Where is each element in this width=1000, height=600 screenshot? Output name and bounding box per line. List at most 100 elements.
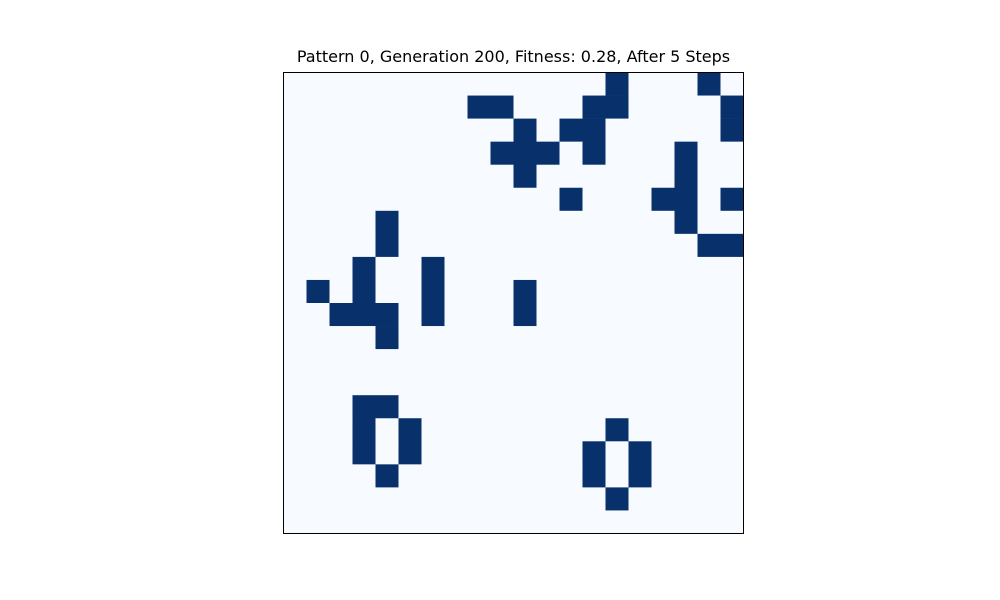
dead-cell: [352, 349, 376, 373]
dead-cell: [306, 510, 330, 534]
dead-cell: [490, 303, 514, 327]
dead-cell: [329, 464, 353, 488]
dead-cell: [513, 441, 537, 465]
dead-cell: [329, 233, 353, 258]
dead-cell: [283, 72, 307, 96]
dead-cell: [651, 510, 675, 534]
alive-cell: [720, 233, 744, 258]
dead-cell: [628, 487, 652, 511]
alive-cell: [559, 187, 583, 212]
dead-cell: [283, 256, 307, 281]
alive-cell: [674, 164, 698, 189]
dead-cell: [283, 118, 307, 142]
alive-cell: [628, 464, 652, 488]
alive-cell: [582, 441, 606, 465]
dead-cell: [467, 164, 491, 189]
dead-cell: [559, 256, 583, 281]
dead-cell: [628, 418, 652, 442]
dead-cell: [375, 141, 399, 165]
alive-cell: [697, 233, 721, 258]
dead-cell: [605, 164, 629, 189]
alive-cell: [605, 72, 629, 96]
dead-cell: [467, 279, 491, 304]
dead-cell: [536, 326, 560, 350]
alive-cell: [421, 303, 445, 327]
alive-cell: [605, 487, 629, 511]
dead-cell: [444, 418, 468, 442]
dead-cell: [582, 256, 606, 281]
dead-cell: [605, 279, 629, 304]
alive-cell: [398, 441, 422, 465]
dead-cell: [490, 418, 514, 442]
dead-cell: [467, 487, 491, 511]
dead-cell: [444, 210, 468, 235]
dead-cell: [490, 187, 514, 212]
dead-cell: [720, 441, 744, 465]
dead-cell: [651, 487, 675, 511]
heatmap-cells: [283, 72, 744, 534]
dead-cell: [536, 303, 560, 327]
dead-cell: [329, 418, 353, 442]
alive-cell: [674, 141, 698, 165]
dead-cell: [283, 95, 307, 119]
dead-cell: [513, 487, 537, 511]
dead-cell: [421, 510, 445, 534]
dead-cell: [329, 210, 353, 235]
dead-cell: [582, 326, 606, 350]
dead-cell: [306, 326, 330, 350]
dead-cell: [536, 441, 560, 465]
dead-cell: [306, 141, 330, 165]
dead-cell: [674, 464, 698, 488]
dead-cell: [375, 256, 399, 281]
dead-cell: [375, 72, 399, 96]
alive-cell: [306, 279, 330, 304]
dead-cell: [444, 510, 468, 534]
dead-cell: [444, 372, 468, 396]
dead-cell: [444, 395, 468, 419]
dead-cell: [421, 210, 445, 235]
dead-cell: [398, 118, 422, 142]
dead-cell: [513, 210, 537, 235]
dead-cell: [559, 464, 583, 488]
dead-cell: [559, 349, 583, 373]
dead-cell: [720, 326, 744, 350]
dead-cell: [329, 72, 353, 96]
dead-cell: [467, 141, 491, 165]
dead-cell: [329, 118, 353, 142]
dead-cell: [306, 187, 330, 212]
dead-cell: [444, 279, 468, 304]
dead-cell: [720, 303, 744, 327]
dead-cell: [329, 372, 353, 396]
alive-cell: [605, 95, 629, 119]
dead-cell: [490, 164, 514, 189]
dead-cell: [444, 95, 468, 119]
dead-cell: [628, 210, 652, 235]
dead-cell: [720, 372, 744, 396]
dead-cell: [651, 256, 675, 281]
dead-cell: [352, 326, 376, 350]
dead-cell: [375, 118, 399, 142]
dead-cell: [697, 349, 721, 373]
dead-cell: [444, 233, 468, 258]
dead-cell: [605, 372, 629, 396]
dead-cell: [398, 510, 422, 534]
dead-cell: [352, 210, 376, 235]
dead-cell: [421, 72, 445, 96]
dead-cell: [674, 303, 698, 327]
dead-cell: [306, 395, 330, 419]
dead-cell: [421, 118, 445, 142]
dead-cell: [628, 510, 652, 534]
dead-cell: [352, 510, 376, 534]
dead-cell: [536, 164, 560, 189]
dead-cell: [398, 164, 422, 189]
alive-cell: [329, 303, 353, 327]
dead-cell: [697, 303, 721, 327]
dead-cell: [536, 118, 560, 142]
dead-cell: [467, 233, 491, 258]
dead-cell: [375, 418, 399, 442]
dead-cell: [513, 395, 537, 419]
alive-cell: [467, 95, 491, 119]
dead-cell: [283, 510, 307, 534]
dead-cell: [467, 349, 491, 373]
alive-cell: [582, 118, 606, 142]
